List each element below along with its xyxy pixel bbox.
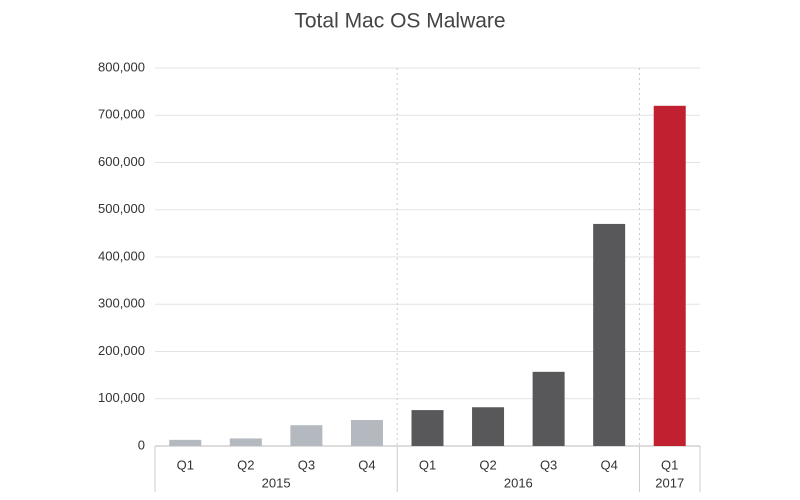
y-tick-label: 200,000 [98,343,145,358]
y-tick-label: 0 [138,437,145,452]
x-tick-label: Q2 [479,457,496,472]
chart-title: Total Mac OS Malware [294,10,505,33]
bar [350,420,383,446]
bar [169,439,202,446]
bar [653,105,686,447]
y-tick-label: 700,000 [98,107,145,122]
bar [229,438,262,446]
bar [532,371,565,446]
x-tick-label: Q3 [298,457,315,472]
bar [593,223,626,446]
y-tick-label: 500,000 [98,201,145,216]
x-tick-label: Q1 [419,457,436,472]
y-tick-label: 100,000 [98,390,145,405]
x-tick-label: Q1 [661,457,678,472]
bar [472,407,505,446]
y-tick-label: 800,000 [98,59,145,74]
x-tick-label: Q4 [358,457,375,472]
group-label: 2015 [262,475,291,490]
x-tick-label: Q1 [177,457,194,472]
group-label: 2017 [655,475,684,490]
x-tick-label: Q2 [237,457,254,472]
group-label: 2016 [504,475,533,490]
y-tick-label: 300,000 [98,296,145,311]
x-tick-label: Q4 [600,457,617,472]
y-tick-label: 400,000 [98,248,145,263]
bar [290,425,323,446]
x-tick-label: Q3 [540,457,557,472]
bar [411,410,444,446]
y-tick-label: 600,000 [98,154,145,169]
